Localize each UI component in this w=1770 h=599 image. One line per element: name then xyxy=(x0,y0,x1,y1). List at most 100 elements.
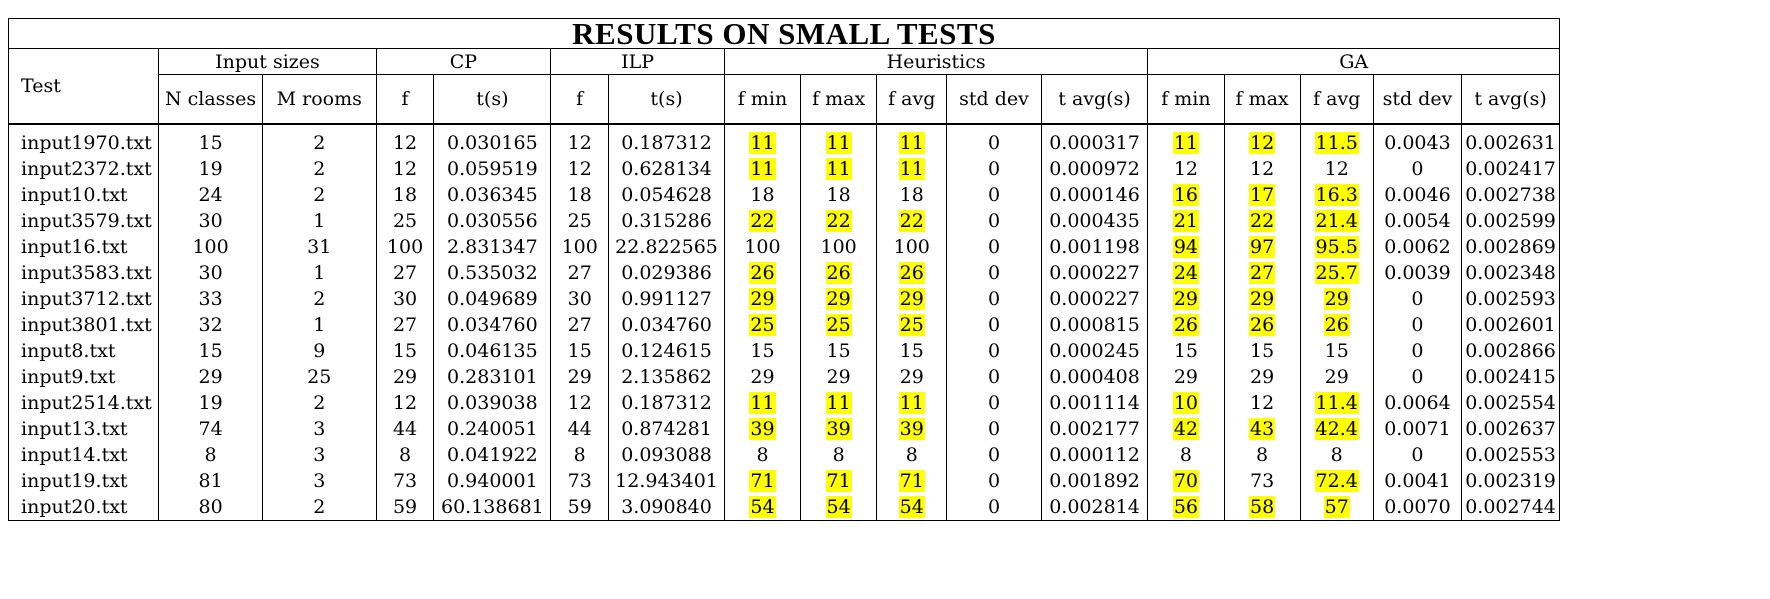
cell-h-std: 0 xyxy=(946,156,1042,182)
cell-h-fmax: 29 xyxy=(800,364,878,390)
highlighted-value: 26 xyxy=(749,262,776,284)
cell-test: input3579.txt xyxy=(7,208,160,234)
table-row: input8.txt 15 9 15 0.046135 15 0.124615 15 15 15 0… xyxy=(7,338,1560,364)
cell-h-fmin: 11 xyxy=(723,156,802,182)
cell-test: input3712.txt xyxy=(7,286,160,312)
cell-ilp-f: 29 xyxy=(550,364,610,390)
cell-cp-f: 25 xyxy=(375,208,435,234)
cell-ilp-f: 100 xyxy=(550,234,610,260)
cell-ilp-f: 12 xyxy=(550,390,610,416)
header-g-std: std dev xyxy=(1372,74,1463,125)
cell-n-classes: 30 xyxy=(158,208,263,234)
header-ilp: ILP xyxy=(550,48,725,75)
cell-g-favg: 95.5 xyxy=(1299,234,1374,260)
cell-h-tavg: 0.001198 xyxy=(1040,234,1149,260)
highlighted-value: 71 xyxy=(825,470,852,492)
cell-cp-t: 0.535032 xyxy=(433,260,552,286)
cell-g-tavg: 0.002738 xyxy=(1461,182,1560,208)
cell-g-favg: 16.3 xyxy=(1299,182,1374,208)
cell-g-fmax: 8 xyxy=(1223,442,1301,468)
cell-cp-f: 18 xyxy=(375,182,435,208)
results-body: input1970.txt 15 2 12 0.030165 12 0.187312 11 11… xyxy=(7,123,1560,521)
highlighted-value: 11 xyxy=(898,158,925,180)
highlighted-value: 11 xyxy=(749,392,776,414)
cell-g-fmin: 26 xyxy=(1147,312,1225,338)
cell-m-rooms: 2 xyxy=(261,182,377,208)
cell-ilp-t: 0.187312 xyxy=(608,390,725,416)
cell-cp-f: 12 xyxy=(375,390,435,416)
cell-g-favg: 29 xyxy=(1299,286,1374,312)
cell-h-fmax: 8 xyxy=(800,442,878,468)
highlighted-value: 11 xyxy=(749,158,776,180)
highlighted-value: 39 xyxy=(825,418,852,440)
cell-g-std: 0 xyxy=(1372,442,1463,468)
cell-g-favg: 15 xyxy=(1299,338,1374,364)
cell-test: input2372.txt xyxy=(7,156,160,182)
highlighted-value: 58 xyxy=(1248,496,1276,518)
cell-ilp-f: 18 xyxy=(550,182,610,208)
header-h-std: std dev xyxy=(946,74,1042,125)
cell-ilp-f: 30 xyxy=(550,286,610,312)
cell-n-classes: 81 xyxy=(158,468,263,494)
cell-g-std: 0.0064 xyxy=(1372,390,1463,416)
cell-h-tavg: 0.000112 xyxy=(1040,442,1149,468)
cell-cp-f: 15 xyxy=(375,338,435,364)
header-n-classes: N classes xyxy=(158,74,263,125)
cell-h-favg: 11 xyxy=(876,390,948,416)
cell-g-favg: 12 xyxy=(1299,156,1374,182)
highlighted-value: 22 xyxy=(898,210,925,232)
cell-h-fmax: 18 xyxy=(800,182,878,208)
cell-m-rooms: 3 xyxy=(261,442,377,468)
cell-g-tavg: 0.002866 xyxy=(1461,338,1560,364)
cell-h-fmin: 54 xyxy=(723,494,802,521)
cell-g-tavg: 0.002599 xyxy=(1461,208,1560,234)
cell-g-fmin: 24 xyxy=(1147,260,1225,286)
cell-n-classes: 19 xyxy=(158,156,263,182)
cell-h-tavg: 0.000815 xyxy=(1040,312,1149,338)
cell-h-fmax: 29 xyxy=(800,286,878,312)
cell-g-fmin: 10 xyxy=(1147,390,1225,416)
cell-g-std: 0 xyxy=(1372,364,1463,390)
highlighted-value: 71 xyxy=(749,470,776,492)
cell-g-std: 0 xyxy=(1372,312,1463,338)
table-row: input3579.txt 30 1 25 0.030556 25 0.315286 22 22… xyxy=(7,208,1560,234)
cell-g-std: 0.0041 xyxy=(1372,468,1463,494)
cell-h-favg: 15 xyxy=(876,338,948,364)
cell-m-rooms: 3 xyxy=(261,416,377,442)
cell-ilp-t: 0.874281 xyxy=(608,416,725,442)
cell-cp-f: 73 xyxy=(375,468,435,494)
cell-h-tavg: 0.001114 xyxy=(1040,390,1149,416)
cell-ilp-f: 73 xyxy=(550,468,610,494)
highlighted-value: 17 xyxy=(1248,184,1276,206)
cell-ilp-t: 0.991127 xyxy=(608,286,725,312)
cell-cp-f: 59 xyxy=(375,494,435,521)
cell-g-fmin: 8 xyxy=(1147,442,1225,468)
cell-cp-t: 2.831347 xyxy=(433,234,552,260)
cell-cp-t: 0.039038 xyxy=(433,390,552,416)
cell-n-classes: 80 xyxy=(158,494,263,521)
cell-cp-t: 0.041922 xyxy=(433,442,552,468)
cell-cp-t: 0.283101 xyxy=(433,364,552,390)
highlighted-value: 24 xyxy=(1172,262,1200,284)
cell-g-tavg: 0.002744 xyxy=(1461,494,1560,521)
cell-ilp-t: 0.315286 xyxy=(608,208,725,234)
cell-m-rooms: 1 xyxy=(261,312,377,338)
cell-cp-t: 60.138681 xyxy=(433,494,552,521)
results-table: RESULTS ON SMALL TESTS Test Input sizes … xyxy=(7,18,1560,521)
cell-h-std: 0 xyxy=(946,468,1042,494)
highlighted-value: 11.4 xyxy=(1314,392,1359,414)
cell-cp-t: 0.940001 xyxy=(433,468,552,494)
cell-ilp-f: 25 xyxy=(550,208,610,234)
cell-g-std: 0 xyxy=(1372,338,1463,364)
header-h-tavg: t avg(s) xyxy=(1040,74,1149,125)
cell-cp-t: 0.049689 xyxy=(433,286,552,312)
cell-g-std: 0.0054 xyxy=(1372,208,1463,234)
cell-h-tavg: 0.000972 xyxy=(1040,156,1149,182)
cell-g-std: 0.0062 xyxy=(1372,234,1463,260)
cell-ilp-f: 8 xyxy=(550,442,610,468)
highlighted-value: 29 xyxy=(898,288,925,310)
cell-g-fmin: 42 xyxy=(1147,416,1225,442)
cell-ilp-f: 59 xyxy=(550,494,610,521)
highlighted-value: 43 xyxy=(1248,418,1276,440)
cell-h-fmin: 100 xyxy=(723,234,802,260)
